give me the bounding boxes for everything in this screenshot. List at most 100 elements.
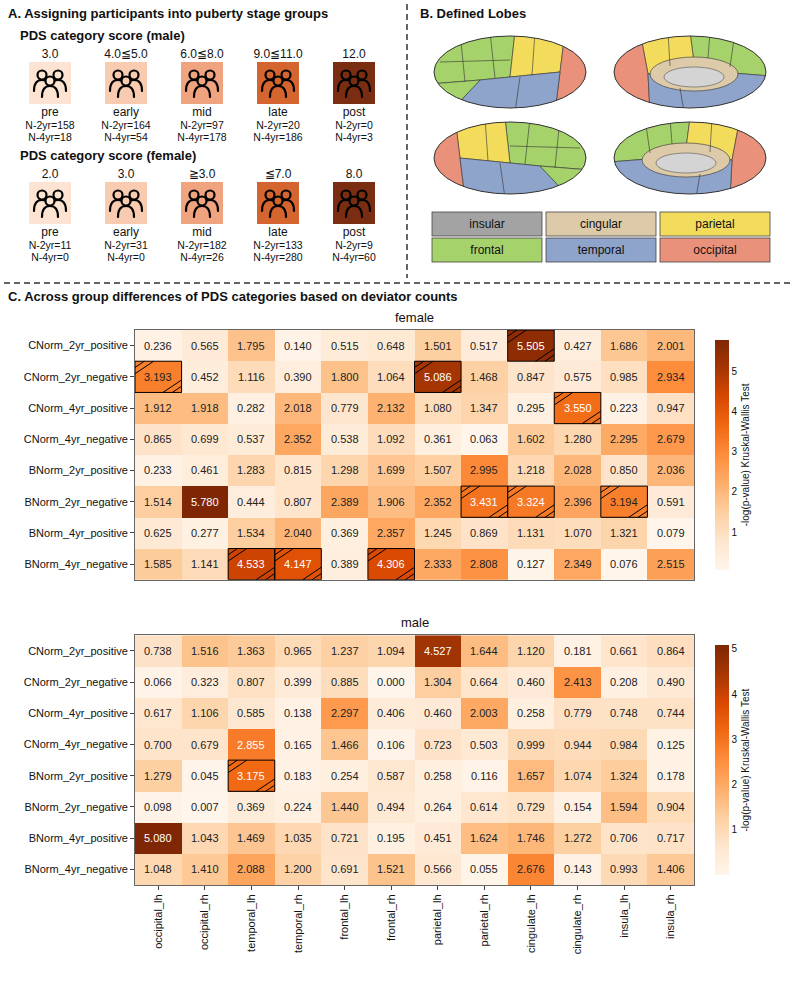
svg-text:3.194: 3.194	[610, 496, 638, 508]
svg-text:0.869: 0.869	[470, 527, 498, 539]
svg-text:insula_rh: insula_rh	[664, 894, 676, 939]
svg-text:N-2yr=0: N-2yr=0	[335, 119, 373, 131]
svg-text:2.088: 2.088	[237, 863, 265, 875]
svg-text:1: 1	[732, 824, 738, 835]
svg-text:2.352: 2.352	[424, 496, 452, 508]
svg-text:0.451: 0.451	[424, 832, 452, 844]
svg-text:1.304: 1.304	[424, 676, 452, 688]
svg-text:2.018: 2.018	[284, 402, 312, 414]
svg-text:0.744: 0.744	[657, 707, 685, 719]
svg-text:2.515: 2.515	[657, 558, 685, 570]
svg-text:2.808: 2.808	[470, 558, 498, 570]
svg-text:0.494: 0.494	[377, 801, 405, 813]
svg-text:0.098: 0.098	[144, 801, 172, 813]
svg-text:temporal_rh: temporal_rh	[292, 894, 304, 953]
svg-text:0.815: 0.815	[284, 464, 312, 476]
svg-text:insular: insular	[469, 217, 504, 231]
svg-text:1.279: 1.279	[144, 770, 172, 782]
svg-text:0.143: 0.143	[564, 863, 592, 875]
svg-text:0.984: 0.984	[610, 739, 638, 751]
svg-text:0.517: 0.517	[470, 340, 498, 352]
svg-text:0.847: 0.847	[517, 371, 545, 383]
svg-text:1.064: 1.064	[377, 371, 405, 383]
svg-text:N-2yr=164: N-2yr=164	[101, 119, 150, 131]
svg-text:4.533: 4.533	[237, 558, 265, 570]
svg-text:B. Defined Lobes: B. Defined Lobes	[420, 6, 526, 21]
svg-text:2.295: 2.295	[610, 433, 638, 445]
svg-text:N-4yr=280: N-4yr=280	[253, 251, 302, 263]
svg-text:3: 3	[732, 446, 738, 457]
svg-text:C. Across group differences of: C. Across group differences of PDS categ…	[8, 289, 458, 304]
svg-text:0.865: 0.865	[144, 433, 172, 445]
svg-text:cingulate_lh: cingulate_lh	[525, 894, 537, 953]
svg-text:A. Assigning participants into: A. Assigning participants into puberty s…	[8, 6, 328, 21]
svg-text:cingular: cingular	[580, 217, 622, 231]
svg-text:1.094: 1.094	[377, 645, 405, 657]
svg-text:0.661: 0.661	[610, 645, 638, 657]
svg-text:CNorm_2yr_negative: CNorm_2yr_negative	[24, 676, 128, 688]
svg-text:1.644: 1.644	[470, 645, 498, 657]
svg-text:mid: mid	[192, 105, 211, 119]
svg-text:5.505: 5.505	[517, 340, 545, 352]
svg-text:male: male	[401, 615, 429, 630]
svg-text:0.648: 0.648	[377, 340, 405, 352]
svg-text:temporal_lh: temporal_lh	[245, 894, 257, 951]
svg-text:N-4yr=60: N-4yr=60	[332, 251, 376, 263]
svg-text:0.807: 0.807	[237, 676, 265, 688]
svg-text:BNorm_4yr_negative: BNorm_4yr_negative	[24, 558, 127, 570]
svg-text:0.503: 0.503	[470, 739, 498, 751]
svg-text:N-2yr=31: N-2yr=31	[104, 239, 148, 251]
svg-text:1.686: 1.686	[610, 340, 638, 352]
svg-text:2.396: 2.396	[564, 496, 592, 508]
svg-text:N-4yr=178: N-4yr=178	[177, 131, 226, 143]
svg-text:1.514: 1.514	[144, 496, 172, 508]
svg-text:0.361: 0.361	[424, 433, 452, 445]
svg-text:BNorm_4yr_positive: BNorm_4yr_positive	[29, 832, 128, 844]
svg-text:1.406: 1.406	[657, 863, 685, 875]
svg-text:mid: mid	[192, 225, 211, 239]
svg-text:0.679: 0.679	[191, 739, 219, 751]
svg-text:1.501: 1.501	[424, 340, 452, 352]
svg-text:female: female	[395, 310, 434, 325]
svg-text:0.614: 0.614	[470, 801, 498, 813]
svg-text:2.0: 2.0	[42, 167, 59, 181]
svg-text:1.795: 1.795	[237, 340, 265, 352]
svg-text:1.218: 1.218	[517, 464, 545, 476]
svg-text:0.224: 0.224	[284, 801, 312, 813]
svg-text:2: 2	[732, 486, 738, 497]
svg-text:2.995: 2.995	[470, 464, 498, 476]
svg-text:0.282: 0.282	[237, 402, 265, 414]
svg-text:2.855: 2.855	[237, 739, 265, 751]
svg-text:1.699: 1.699	[377, 464, 405, 476]
svg-text:0.452: 0.452	[191, 371, 219, 383]
svg-text:1.469: 1.469	[237, 832, 265, 844]
svg-text:1.298: 1.298	[331, 464, 359, 476]
svg-text:4: 4	[732, 689, 738, 700]
svg-text:1.070: 1.070	[564, 527, 592, 539]
svg-text:1.237: 1.237	[331, 645, 359, 657]
svg-text:BNorm_2yr_negative: BNorm_2yr_negative	[24, 801, 127, 813]
svg-text:frontal: frontal	[470, 243, 503, 257]
svg-text:3.0: 3.0	[118, 167, 135, 181]
svg-text:N-4yr=3: N-4yr=3	[335, 131, 373, 143]
svg-text:0.140: 0.140	[284, 340, 312, 352]
svg-text:2.003: 2.003	[470, 707, 498, 719]
svg-text:1.746: 1.746	[517, 832, 545, 844]
svg-text:8.0: 8.0	[346, 167, 363, 181]
svg-text:N-4yr=186: N-4yr=186	[253, 131, 302, 143]
svg-text:1.080: 1.080	[424, 402, 452, 414]
svg-text:0.885: 0.885	[331, 676, 359, 688]
svg-text:CNorm_4yr_negative: CNorm_4yr_negative	[24, 433, 128, 445]
svg-text:≧3.0: ≧3.0	[189, 167, 216, 181]
svg-text:0.944: 0.944	[564, 739, 592, 751]
svg-text:0.864: 0.864	[657, 645, 685, 657]
svg-text:1.074: 1.074	[564, 770, 592, 782]
svg-text:2.349: 2.349	[564, 558, 592, 570]
svg-text:0.738: 0.738	[144, 645, 172, 657]
svg-text:0.460: 0.460	[517, 676, 545, 688]
svg-text:0.106: 0.106	[377, 739, 405, 751]
svg-text:0.399: 0.399	[284, 676, 312, 688]
svg-text:1.507: 1.507	[424, 464, 452, 476]
svg-text:temporal: temporal	[578, 243, 625, 257]
svg-text:occipital_lh: occipital_lh	[152, 894, 164, 948]
